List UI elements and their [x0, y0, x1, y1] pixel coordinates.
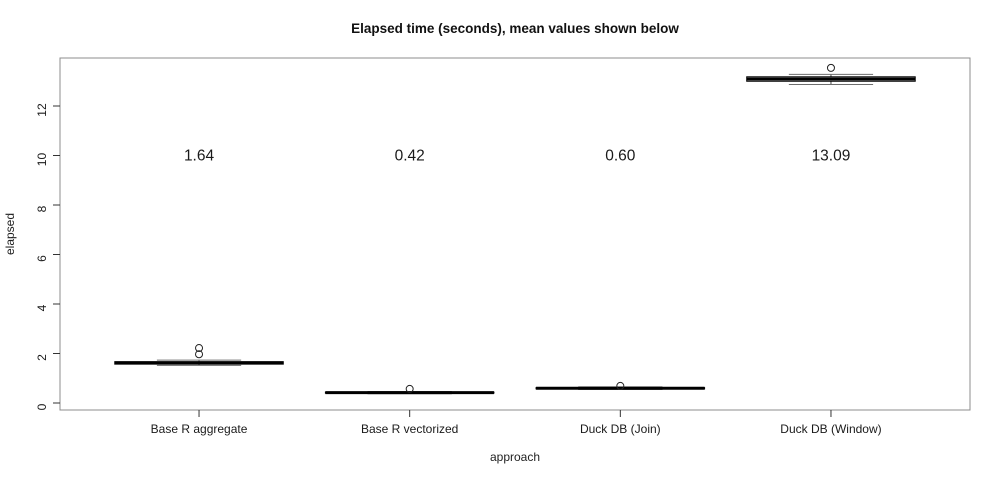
- mean-value-label: 0.42: [395, 148, 425, 165]
- mean-value-label: 0.60: [605, 148, 636, 165]
- x-tick-label: Base R vectorized: [361, 422, 458, 436]
- outlier-point: [616, 381, 625, 390]
- x-tick-label: Duck DB (Join): [580, 422, 661, 436]
- y-tick-label: 10: [35, 153, 49, 167]
- outlier-point: [195, 350, 204, 359]
- plot-frame: [59, 57, 971, 411]
- chart-title: Elapsed time (seconds), mean values show…: [351, 21, 679, 36]
- y-tick-label: 6: [35, 255, 49, 262]
- y-tick-label: 2: [35, 354, 49, 361]
- boxplot-3: [535, 381, 706, 391]
- y-tick-label: 0: [35, 403, 49, 410]
- mean-value-label: 13.09: [812, 148, 851, 165]
- y-tick-label: 12: [35, 103, 49, 117]
- x-tick-label: Base R aggregate: [151, 422, 248, 436]
- outlier-point: [405, 384, 414, 393]
- x-axis-label: approach: [489, 450, 541, 464]
- boxplot-1: [114, 344, 284, 366]
- boxplot-4: [746, 63, 916, 85]
- outlier-point: [826, 63, 835, 72]
- mean-value-label: 1.64: [184, 148, 215, 165]
- y-tick-label: 8: [35, 205, 49, 212]
- outlier-point: [195, 344, 204, 353]
- x-tick-label: Duck DB (Window): [780, 422, 881, 436]
- boxplot-2: [324, 384, 495, 395]
- y-tick-label: 4: [35, 304, 49, 311]
